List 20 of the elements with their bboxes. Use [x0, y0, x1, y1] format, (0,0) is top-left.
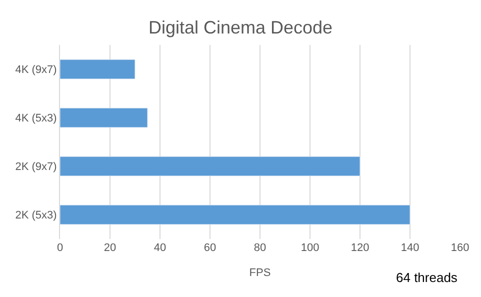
text: 64 threads [396, 270, 458, 285]
bar [60, 59, 136, 80]
bar [60, 156, 360, 176]
x-tick-label: 40 [154, 242, 166, 254]
bar [60, 204, 410, 225]
x-tick-label: 120 [350, 242, 370, 254]
bar [60, 108, 148, 128]
x-axis-title: FPS [249, 267, 271, 280]
x-tick-label: 100 [300, 242, 320, 254]
y-tick-label: 4K (9x7) [15, 64, 57, 76]
x-tick-label: 140 [400, 242, 420, 254]
y-tick-label: 2K (9x7) [15, 161, 57, 174]
x-tick-label: 60 [204, 242, 216, 254]
x-tick-label: 80 [254, 242, 266, 254]
y-tick-label: 4K (5x3) [15, 112, 57, 125]
x-tick-label: 0 [56, 242, 64, 254]
x-tick-label: 160 [450, 242, 470, 254]
y-tick-label: 2K (5x3) [15, 210, 57, 222]
chart-title: Digital Cinema Decode [148, 17, 333, 38]
x-tick-label: 20 [104, 242, 116, 254]
